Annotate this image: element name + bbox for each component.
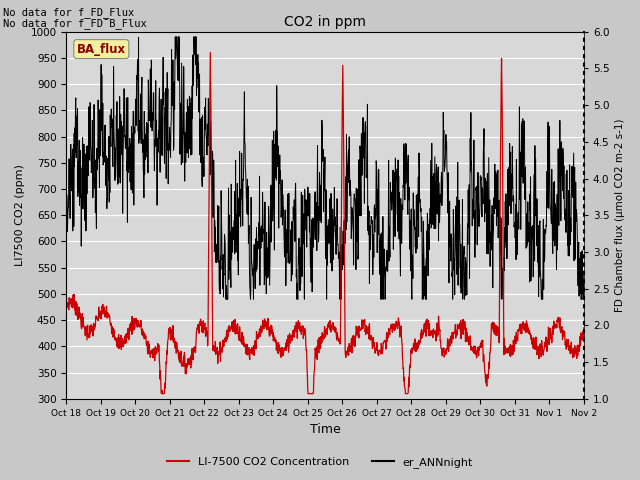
Text: No data for f_FD¯B_Flux: No data for f_FD¯B_Flux (3, 18, 147, 29)
Y-axis label: LI7500 CO2 (ppm): LI7500 CO2 (ppm) (15, 164, 25, 266)
Y-axis label: FD Chamber flux (μmol CO2 m-2 s-1): FD Chamber flux (μmol CO2 m-2 s-1) (615, 119, 625, 312)
Title: CO2 in ppm: CO2 in ppm (284, 15, 366, 29)
Text: BA_flux: BA_flux (77, 43, 126, 56)
Legend: LI-7500 CO2 Concentration, er_ANNnight: LI-7500 CO2 Concentration, er_ANNnight (163, 452, 477, 472)
Text: No data for f_FD_Flux: No data for f_FD_Flux (3, 7, 134, 18)
X-axis label: Time: Time (310, 423, 340, 436)
